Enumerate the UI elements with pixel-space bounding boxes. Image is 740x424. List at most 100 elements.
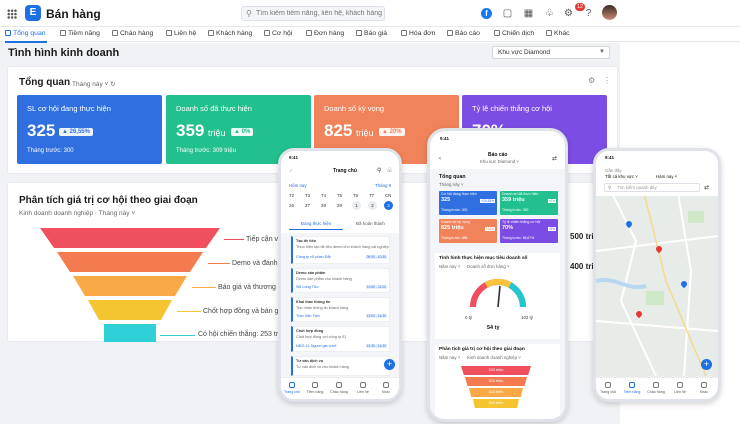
nav-more[interactable]: Khác [377, 382, 395, 394]
nav-offers[interactable]: Chào hàng [647, 382, 665, 394]
period-select[interactable]: Tháng này ˅ ↻ [72, 80, 116, 88]
tab-tiem-nang[interactable]: Tiềm năng [60, 28, 100, 40]
check-icon[interactable]: ✓ [289, 168, 293, 173]
search-box[interactable]: ⚲ [241, 6, 385, 21]
weekday: T6 [353, 193, 359, 198]
target-kind[interactable]: Doanh số đơn hàng ˅ [467, 264, 510, 269]
tab-khac[interactable]: Khác [546, 28, 570, 40]
add-fab[interactable]: + [384, 359, 395, 370]
funnel-stage-5[interactable] [104, 324, 156, 342]
day[interactable]: 28 [321, 203, 326, 208]
refresh-icon[interactable]: ↻ [110, 81, 116, 88]
mini-kpi[interactable]: Doanh số đã thực hiện 359 triệu +0% Thán… [500, 191, 558, 215]
location-select[interactable]: Tất cả khu vực ˅ [605, 174, 638, 179]
period-select[interactable]: Tháng này ˅ [439, 182, 464, 187]
search-input[interactable] [256, 8, 382, 19]
calendar-icon[interactable]: ▦ [523, 8, 534, 19]
tab-hoa-don[interactable]: Hóa đơn [401, 28, 435, 40]
tab-label: Hóa đơn [409, 30, 436, 37]
day[interactable]: 2 [368, 201, 377, 210]
mini-kpi[interactable]: Tỷ lệ chiến thắng cơ hội 70% +5% Tháng t… [500, 219, 558, 243]
funnel-stage-1[interactable] [40, 228, 220, 248]
tab-label: Đơn hàng [314, 30, 345, 37]
funnel-period[interactable]: Năm nay ˅ [439, 355, 461, 360]
tab-khach-hang[interactable]: Khách hàng [208, 28, 252, 40]
bell-icon[interactable]: ♧ [387, 168, 393, 174]
nav-home[interactable]: Trang chủ [283, 382, 301, 394]
home-icon [5, 29, 11, 36]
kpi-label: Doanh số kỳ vọng [324, 104, 385, 113]
day[interactable]: 29 [337, 203, 342, 208]
more-options-icon[interactable]: ⋮ [603, 76, 611, 85]
app-grid-icon[interactable] [7, 9, 17, 19]
filter-icon[interactable]: ⇄ [552, 156, 558, 162]
funnel-stage-4[interactable] [88, 300, 172, 320]
month-label[interactable]: Tháng 9 [375, 183, 392, 188]
task-card[interactable]: Tạo đề tiêu Thực hiện tạo đề tiêu demo c… [291, 236, 390, 264]
list-select[interactable]: Hàm nay ˅ [656, 174, 678, 179]
quote-icon [356, 29, 362, 36]
nav-leads[interactable]: Tiềm năng [623, 382, 641, 394]
chevron-down-icon: ˅ [104, 81, 109, 88]
mini-kpi-change: +0% [547, 199, 556, 203]
nav-contacts[interactable]: Liên hệ [354, 382, 372, 394]
kpi-value: 359 [176, 121, 205, 140]
tab-chien-dich[interactable]: Chiến dịch [494, 28, 534, 40]
bell-icon[interactable]: ♧ [545, 8, 554, 19]
nav-more[interactable]: Khác [695, 382, 713, 394]
phone-map: 9:41 Gần đây Tất cả khu vực ˅ Hàm nay ˅ … [593, 148, 721, 402]
phone-funnel-bar[interactable]: 520 triệu [473, 399, 519, 408]
phone2-region[interactable]: Khu vực Diamond ˅ [480, 159, 519, 164]
funnel-filter[interactable]: Kinh doanh doanh nghiệp · Tháng này ˅ [19, 210, 136, 217]
cube-icon[interactable]: ▢ [502, 8, 513, 19]
help-icon[interactable]: ? [585, 8, 592, 19]
phone-funnel-bar[interactable]: 520 triệu [469, 388, 523, 397]
task-card[interactable]: Khai thác thông tin Thu nhận thông tin k… [291, 297, 390, 322]
task-desc: Thực hiện tạo đề tiêu demo cho khách hàn… [296, 245, 389, 249]
back-icon[interactable]: ‹ [439, 156, 441, 162]
nav-offers[interactable]: Chào hàng [330, 382, 348, 394]
task-card[interactable]: Tư vấn dịch vụ Tư vấn dịch vụ cho khách … [291, 356, 390, 376]
nav-leads[interactable]: Tiềm năng [306, 382, 324, 394]
tab-in-progress[interactable]: Đang thực hiện [301, 221, 332, 226]
region-select[interactable]: Khu vực Diamond ▼ [492, 46, 610, 59]
task-time: 13:30 - 14:30 [365, 344, 387, 348]
tab-completed[interactable]: Đã hoàn thành [356, 221, 385, 226]
mini-kpi[interactable]: Cơ hội đang thực hiện 325 +26,55% Tháng … [439, 191, 497, 215]
settings-icon[interactable]: ⚙ [588, 76, 596, 85]
target-period[interactable]: Năm nay ˅ [439, 264, 461, 269]
kpi-card-opportunities[interactable]: SL cơ hội đang thực hiện 325 ▲ 26,55% Th… [17, 95, 162, 164]
tab-bao-gia[interactable]: Báo giá [356, 28, 387, 40]
funnel-stage-3[interactable] [73, 276, 187, 296]
task-card[interactable]: Chốt hợp đồng Chốt hợp đồng với công ty … [291, 326, 390, 352]
funnel-kind-value: Kinh doanh doanh nghiệp [467, 355, 518, 360]
map-search[interactable]: ⚲ Tìm kiếm quanh đây [604, 183, 700, 192]
task-card[interactable]: Demo sản phẩm Demo sản phẩm cho khách hà… [291, 268, 390, 293]
gear-icon[interactable]: ⚙ [564, 8, 573, 19]
day[interactable]: 26 [289, 203, 294, 208]
facebook-icon[interactable]: f [481, 8, 492, 19]
funnel-kind[interactable]: Kinh doanh doanh nghiệp ˅ [467, 355, 521, 360]
phone-funnel-bar[interactable]: 520 triệu [461, 366, 531, 375]
tab-bao-cao[interactable]: Báo cáo [447, 28, 480, 40]
day[interactable]: 27 [305, 203, 310, 208]
filter-icon[interactable]: ⇄ [704, 185, 710, 191]
tab-co-hoi[interactable]: Cơ hội [264, 28, 292, 40]
day-selected-light[interactable]: 1 [352, 201, 361, 210]
mini-kpi[interactable]: Doanh số kỳ vọng 825 triệu +20% Tháng tr… [439, 219, 497, 243]
tab-lien-he[interactable]: Liên hệ [166, 28, 196, 40]
gauge-min: 0 tỷ [465, 315, 473, 320]
add-fab[interactable]: + [701, 359, 712, 370]
tab-tong-quan[interactable]: Tổng quan [5, 28, 46, 40]
avatar[interactable] [602, 5, 617, 20]
funnel-stage-2[interactable] [57, 252, 203, 272]
phone-funnel-bar[interactable]: 520 triệu [465, 377, 527, 386]
nav-contacts[interactable]: Liên hệ [671, 382, 689, 394]
nav-home[interactable]: Trang chủ [599, 382, 617, 394]
tab-don-hang[interactable]: Đơn hàng [306, 28, 344, 40]
day-selected[interactable]: 3 [384, 201, 393, 210]
search-icon[interactable]: ⚲ [377, 168, 382, 174]
tab-chao-hang[interactable]: Chào hàng [112, 28, 153, 40]
funnel-label-1: Tiếp cận và [246, 236, 282, 243]
today-label[interactable]: Hôm nay [289, 183, 307, 188]
